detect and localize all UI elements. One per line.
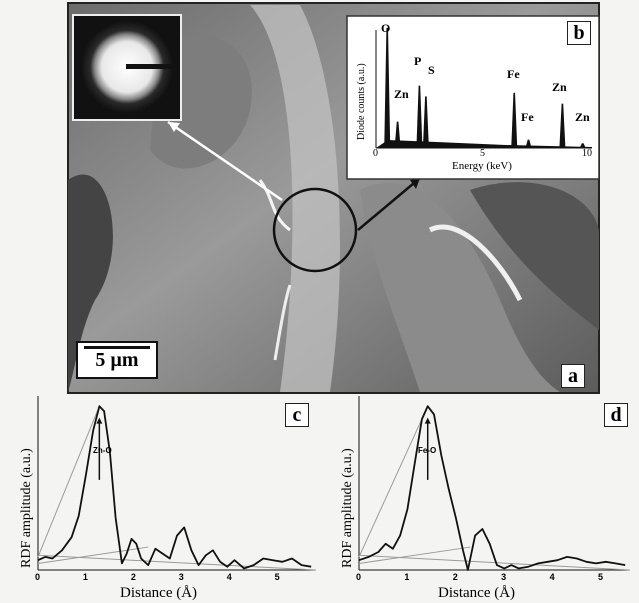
x-tick-label: 5	[597, 572, 603, 582]
panel-label-d: d	[604, 403, 628, 427]
x-tick-label: 2	[452, 572, 458, 582]
panel-label-c: c	[285, 403, 309, 427]
rdf-guide-line	[37, 554, 317, 571]
x-tick-label: 0	[35, 572, 41, 582]
eds-background	[376, 140, 592, 148]
eds-peak-label-o: O	[381, 21, 391, 35]
rdf-c-x-label: Distance (Å)	[120, 585, 198, 601]
eds-peak	[422, 96, 429, 148]
panel-label-b: b	[567, 21, 591, 45]
diffraction-pattern-inset	[72, 14, 182, 121]
x-tick-label: 2	[130, 572, 136, 582]
x-tick-label: 3	[178, 572, 184, 582]
eds-peak	[384, 28, 391, 148]
x-tick-label: 0	[356, 572, 362, 582]
rdf-plot-zn	[37, 396, 317, 571]
eds-tick-10: 10	[582, 148, 592, 159]
panel-label-a: a	[561, 364, 585, 388]
x-tick-label: 3	[501, 572, 507, 582]
x-tick-label: 4	[226, 572, 232, 582]
rdf-curve-c	[37, 405, 317, 571]
rdf-line	[358, 405, 626, 571]
eds-spectrum	[346, 15, 600, 180]
rdf-curve-d	[358, 405, 631, 571]
rdf-d-y-label: RDF amplitude (a.u.)	[340, 448, 355, 568]
rdf-line	[37, 405, 312, 570]
eds-peak-label-zn2: Zn	[552, 80, 567, 94]
eds-peak	[559, 103, 566, 148]
rdf-guide-line	[358, 554, 631, 571]
x-tick-label: 5	[274, 572, 280, 582]
rdf-guide-line	[37, 546, 149, 564]
scale-bar-line	[84, 346, 150, 349]
x-tick-label: 1	[82, 572, 88, 582]
eds-peak-label-zn3: Zn	[575, 110, 590, 124]
eds-tick-5: 5	[480, 148, 485, 159]
eds-peak	[511, 92, 518, 148]
eds-peak-label-p: P	[414, 54, 422, 68]
rdf-c-y-label: RDF amplitude (a.u.)	[19, 448, 34, 568]
eds-peak	[416, 85, 423, 148]
eds-peak-label-s: S	[428, 63, 435, 77]
eds-peak-label-fe2: Fe	[521, 110, 534, 124]
eds-tick-0: 0	[373, 148, 378, 159]
eds-peak-label-fe1: Fe	[507, 67, 520, 81]
x-tick-label: 4	[549, 572, 555, 582]
rdf-peak-arrowhead	[96, 417, 103, 424]
eds-peak-label-zn1: Zn	[394, 87, 409, 101]
rdf-d-x-label: Distance (Å)	[438, 585, 516, 601]
scale-bar-label: 5 µm	[95, 349, 139, 371]
eds-y-label: Diode counts (a.u.)	[356, 63, 367, 140]
scale-bar: 5 µm	[76, 341, 158, 379]
eds-peaks	[376, 28, 592, 148]
rdf-peak-arrowhead	[424, 417, 431, 424]
rdf-guide-line	[37, 406, 100, 558]
rdf-guide-line	[358, 546, 471, 564]
x-tick-label: 1	[404, 572, 410, 582]
rdf-c-annotation: Zn-O	[93, 446, 112, 455]
rdf-plot-fe	[358, 396, 631, 571]
rdf-d-annotation: Fe-O	[418, 446, 437, 455]
rdf-guide-line	[358, 405, 429, 558]
eds-x-label: Energy (keV)	[452, 160, 512, 172]
